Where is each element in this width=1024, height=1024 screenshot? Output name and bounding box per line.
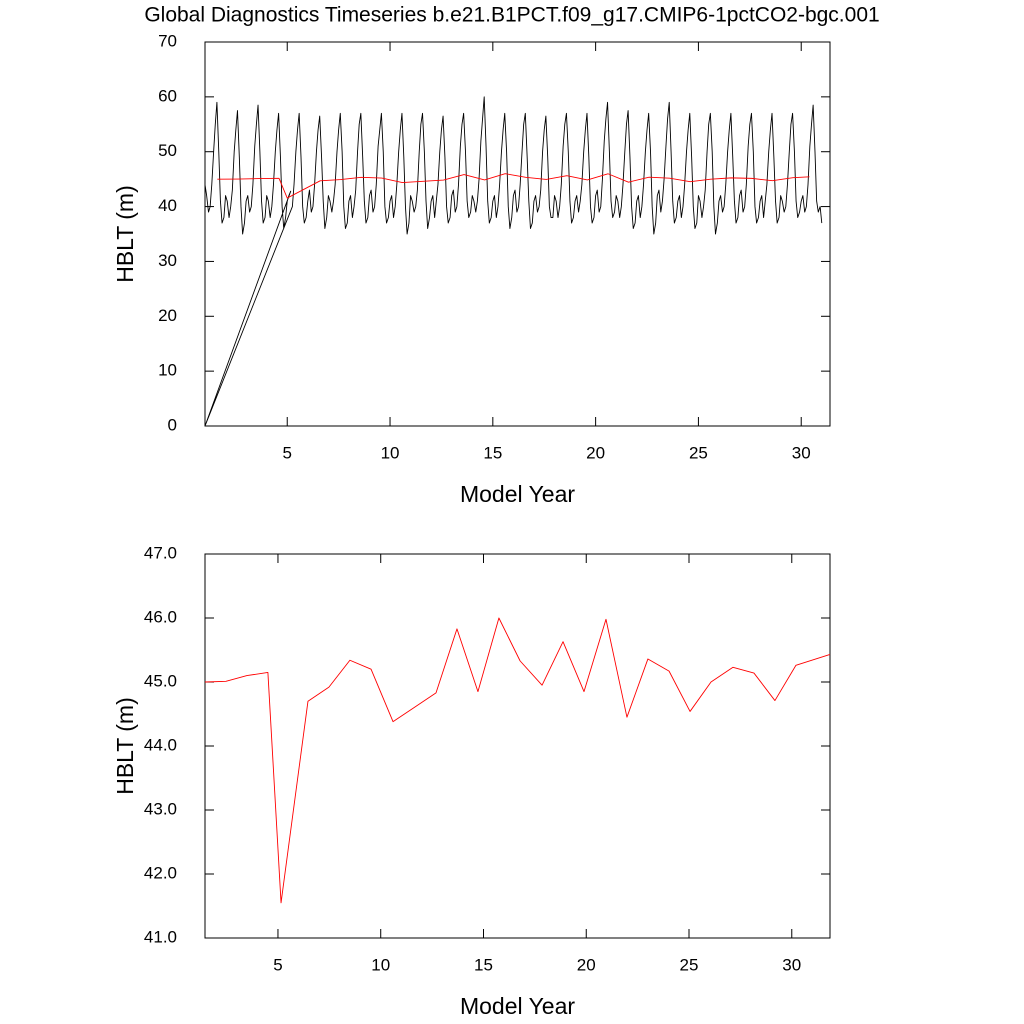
y-tick-label: 20 <box>158 306 177 325</box>
y-tick-label: 45.0 <box>144 671 177 690</box>
x-tick-label: 30 <box>792 443 811 462</box>
y-tick-label: 46.0 <box>144 607 177 626</box>
y-tick-label: 41.0 <box>144 927 177 946</box>
plot-frame <box>204 553 831 939</box>
y-tick-label: 60 <box>158 86 177 105</box>
y-tick-label: 0 <box>168 415 177 434</box>
x-tick-label: 5 <box>273 955 282 974</box>
x-tick-label: 10 <box>371 955 390 974</box>
x-tick-label: 15 <box>474 955 493 974</box>
x-tick-label: 25 <box>689 443 708 462</box>
x-tick-label: 20 <box>586 443 605 462</box>
y-axis-label: HBLT (m) <box>112 697 138 795</box>
y-tick-label: 40 <box>158 196 177 215</box>
y-tick-label: 50 <box>158 141 177 160</box>
chart-title: Global Diagnostics Timeseries b.e21.B1PC… <box>144 4 879 27</box>
y-tick-label: 47.0 <box>144 543 177 562</box>
x-axis-label: Model Year <box>460 993 575 1019</box>
x-tick-label: 10 <box>381 443 400 462</box>
y-tick-label: 70 <box>158 31 177 50</box>
y-tick-label: 42.0 <box>144 863 177 882</box>
x-axis-label: Model Year <box>460 481 575 507</box>
data-line <box>204 96 823 427</box>
x-tick-label: 30 <box>782 955 801 974</box>
y-tick-label: 44.0 <box>144 735 177 754</box>
x-tick-label: 5 <box>283 443 292 462</box>
data-line <box>204 617 831 904</box>
x-tick-label: 25 <box>680 955 699 974</box>
y-tick-label: 43.0 <box>144 799 177 818</box>
data-line <box>217 173 810 199</box>
x-tick-label: 20 <box>577 955 596 974</box>
y-tick-label: 30 <box>158 251 177 270</box>
plot-frame <box>204 41 831 427</box>
y-tick-label: 10 <box>158 361 177 380</box>
y-axis-label: HBLT (m) <box>112 185 138 283</box>
x-tick-label: 15 <box>483 443 502 462</box>
